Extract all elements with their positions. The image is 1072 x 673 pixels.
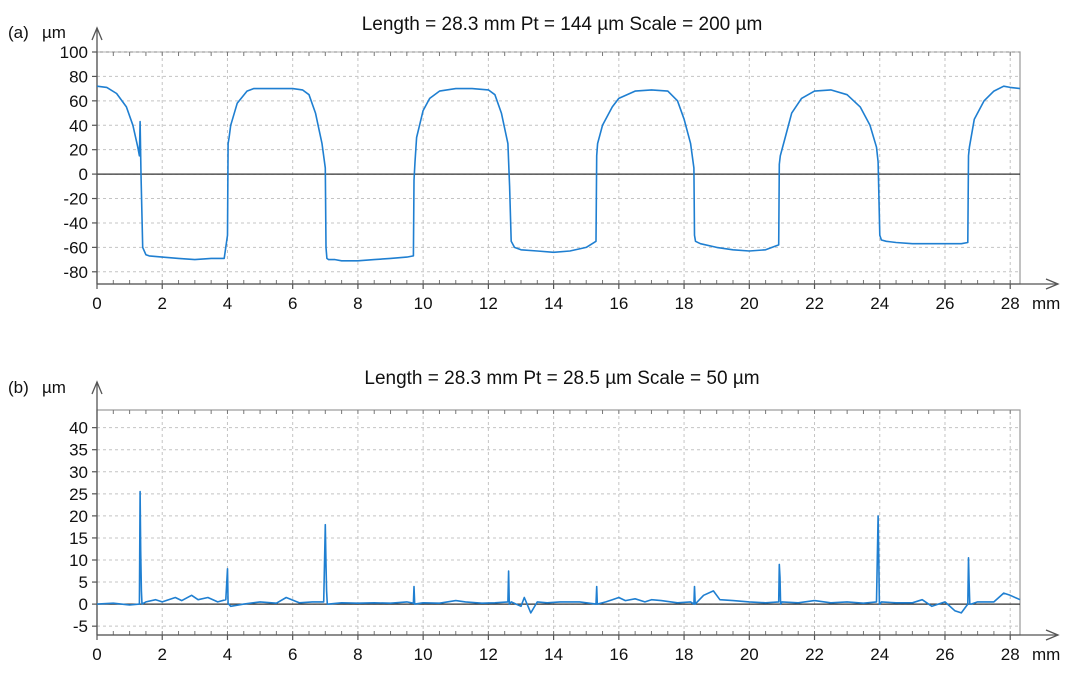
y-tick-label: 35 — [69, 441, 88, 460]
x-tick-label: 12 — [479, 294, 498, 313]
y-tick-label: 40 — [69, 116, 88, 135]
x-tick-label: 16 — [609, 294, 628, 313]
x-tick-label: 18 — [675, 294, 694, 313]
x-tick-label: 14 — [544, 645, 563, 664]
x-tick-label: 26 — [936, 645, 955, 664]
y-tick-label: -80 — [63, 263, 88, 282]
plot-frame — [96, 51, 1021, 285]
y-tick-label: 25 — [69, 485, 88, 504]
x-tick-label: 8 — [353, 294, 362, 313]
panel-label: (b) — [8, 378, 29, 397]
y-tick-label: 10 — [69, 551, 88, 570]
y-tick-label: 20 — [69, 141, 88, 160]
y-tick-label: -20 — [63, 190, 88, 209]
chart-title: Length = 28.3 mm Pt = 28.5 µm Scale = 50… — [364, 368, 759, 389]
x-tick-label: 0 — [92, 294, 101, 313]
x-tick-label: 10 — [414, 645, 433, 664]
chart-title: Length = 28.3 mm Pt = 144 µm Scale = 200… — [362, 14, 763, 35]
y-tick-label: 100 — [60, 43, 88, 62]
x-tick-label: 22 — [805, 645, 824, 664]
y-tick-label: 30 — [69, 463, 88, 482]
y-tick-label: 80 — [69, 67, 88, 86]
y-tick-label: -60 — [63, 238, 88, 257]
x-tick-label: 18 — [675, 645, 694, 664]
x-tick-label: 8 — [353, 645, 362, 664]
y-tick-label: 40 — [69, 419, 88, 438]
x-tick-label: 4 — [223, 294, 232, 313]
x-tick-label: 0 — [92, 645, 101, 664]
x-axis-unit-label: mm — [1032, 294, 1060, 313]
x-tick-label: 24 — [870, 645, 889, 664]
x-tick-label: 28 — [1001, 645, 1020, 664]
y-tick-label: 0 — [79, 165, 88, 184]
y-tick-label: -5 — [73, 617, 88, 636]
x-tick-label: 16 — [609, 645, 628, 664]
x-tick-label: 2 — [157, 294, 166, 313]
x-axis-unit-label: mm — [1032, 645, 1060, 664]
x-tick-label: 24 — [870, 294, 889, 313]
x-tick-label: 12 — [479, 645, 498, 664]
x-tick-label: 26 — [936, 294, 955, 313]
y-tick-label: 15 — [69, 529, 88, 548]
series-line — [96, 85, 1021, 262]
x-tick-label: 20 — [740, 294, 759, 313]
series-line — [96, 490, 1021, 614]
x-tick-label: 14 — [544, 294, 563, 313]
x-tick-label: 10 — [414, 294, 433, 313]
y-tick-label: 20 — [69, 507, 88, 526]
y-axis-arrow — [91, 380, 103, 395]
panel-label: (a) — [8, 23, 29, 42]
y-tick-label: 60 — [69, 92, 88, 111]
chart-panel-a: 0 2 4 6 8 10 12 14 16 18 20 22 24 26 28-80-60-40-20020… — [8, 14, 1060, 313]
y-axis-arrow — [91, 26, 103, 41]
x-tick-label: 6 — [288, 645, 297, 664]
x-tick-label: 20 — [740, 645, 759, 664]
chart-panel-b: 0 2 4 6 8 10 12 14 16 18 20 22 24 26 28-50510152025303… — [8, 368, 1060, 664]
x-tick-label: 6 — [288, 294, 297, 313]
y-tick-label: 0 — [79, 595, 88, 614]
x-tick-label: 2 — [157, 645, 166, 664]
y-tick-label: 5 — [79, 573, 88, 592]
x-axis-arrow — [1045, 629, 1060, 641]
y-axis-unit-label: µm — [42, 378, 66, 397]
x-tick-label: 4 — [223, 645, 232, 664]
y-tick-label: -40 — [63, 214, 88, 233]
x-tick-label: 22 — [805, 294, 824, 313]
x-axis-arrow — [1045, 278, 1060, 290]
x-tick-label: 28 — [1001, 294, 1020, 313]
y-axis-unit-label: µm — [42, 23, 66, 42]
